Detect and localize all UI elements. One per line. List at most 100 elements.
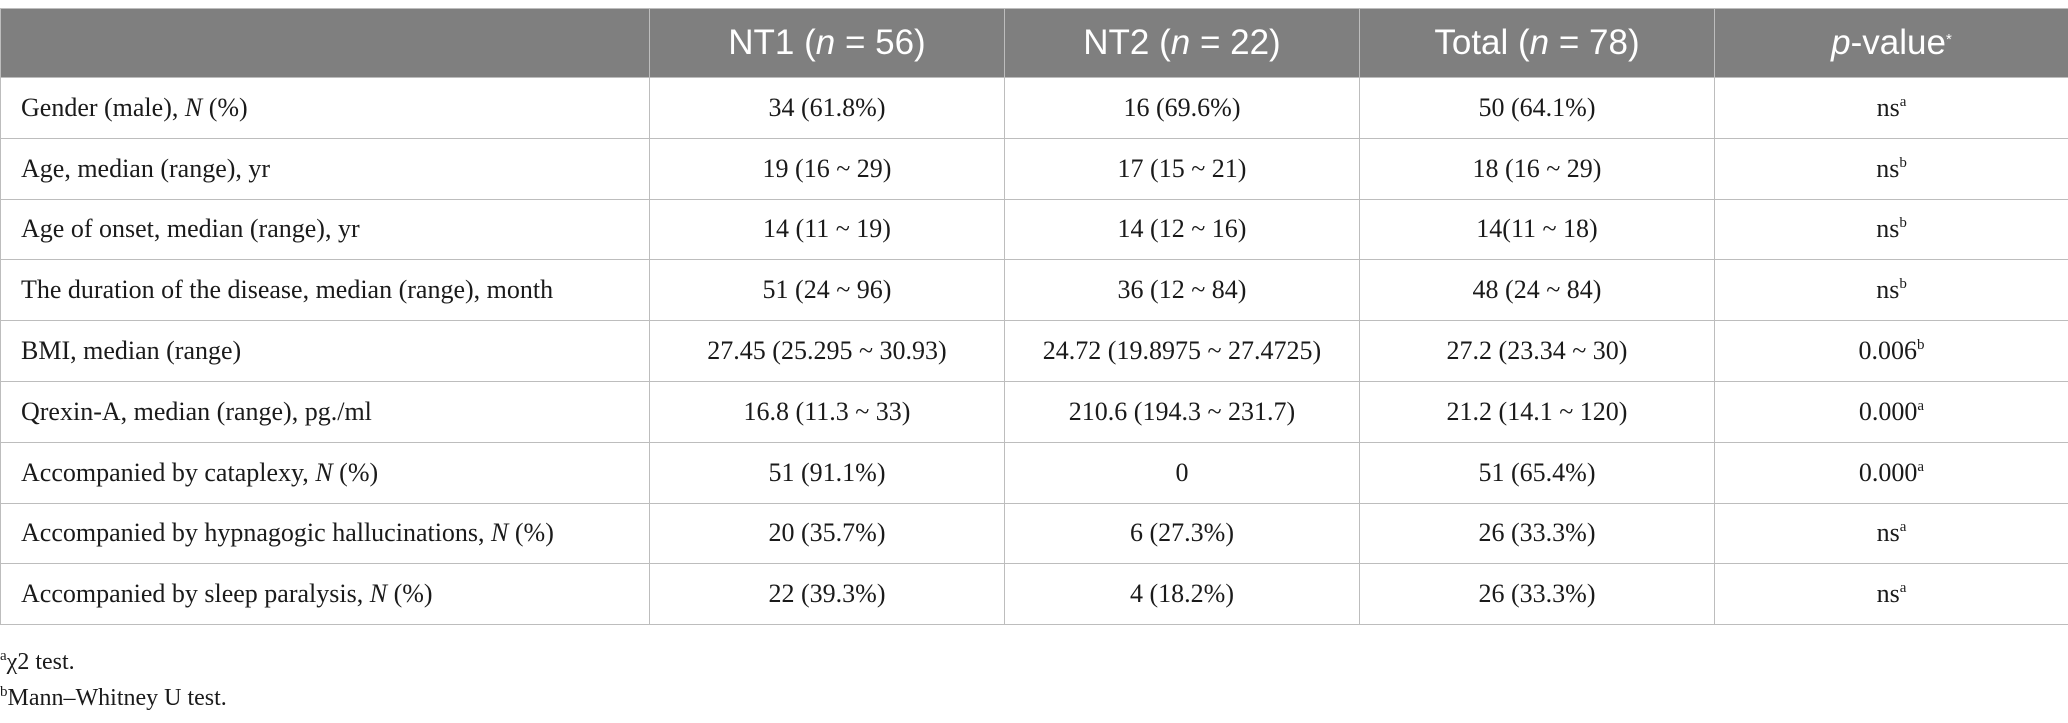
row-label-text: Qrexin-A, median (range), pg./ml bbox=[21, 396, 372, 426]
p-value-cell: nsa bbox=[1714, 77, 2068, 139]
column-header-p-value: p-value* bbox=[1714, 8, 2068, 78]
nt2-cell: 6 (27.3%) bbox=[1004, 502, 1360, 565]
table-footnotes: aχ2 test. bMann–Whitney U test. bbox=[0, 644, 227, 716]
row-label-text: (%) bbox=[508, 518, 554, 548]
p-value-footnote-marker: b bbox=[1917, 337, 1925, 354]
nt1-cell: 19 (16 ~ 29) bbox=[649, 137, 1005, 200]
header-text: = 22) bbox=[1190, 23, 1281, 62]
header-italic-symbol: n bbox=[1170, 23, 1191, 62]
row-label-italic: N bbox=[369, 579, 388, 609]
p-value-cell: nsb bbox=[1714, 198, 2068, 261]
row-label-text: Age of onset, median (range), yr bbox=[21, 214, 360, 244]
nt1-cell: 16.8 (11.3 ~ 33) bbox=[649, 380, 1005, 443]
p-value-cell: nsa bbox=[1714, 502, 2068, 565]
total-cell: 18 (16 ~ 29) bbox=[1359, 137, 1715, 200]
row-label-text: BMI, median (range) bbox=[21, 336, 242, 366]
nt2-cell: 17 (15 ~ 21) bbox=[1004, 137, 1360, 200]
row-label-text: The duration of the disease, median (ran… bbox=[21, 275, 554, 305]
p-value-text: 0.000 bbox=[1858, 457, 1918, 487]
table-row: Accompanied by hypnagogic hallucinations… bbox=[0, 502, 2068, 565]
nt1-cell: 27.45 (25.295 ~ 30.93) bbox=[649, 320, 1005, 382]
nt2-cell: 210.6 (194.3 ~ 231.7) bbox=[1004, 380, 1360, 443]
table-body: Gender (male), N (%) 34 (61.8%) 16 (69.6%)… bbox=[0, 77, 2068, 626]
table-row: Qrexin-A, median (range), pg./ml 16.8 (11… bbox=[0, 380, 2068, 443]
nt2-cell: 36 (12 ~ 84) bbox=[1004, 259, 1360, 322]
p-value-footnote-marker: a bbox=[1899, 519, 1907, 536]
row-label-cell: Accompanied by cataplexy, N (%) bbox=[0, 441, 650, 504]
nt2-cell: 0 bbox=[1004, 441, 1360, 504]
total-cell: 51 (65.4%) bbox=[1359, 441, 1715, 504]
p-value-text: ns bbox=[1876, 579, 1900, 609]
table-row: Age of onset, median (range), yr 14 (11 ~… bbox=[0, 198, 2068, 261]
row-label-cell: The duration of the disease, median (ran… bbox=[0, 259, 650, 322]
footnote: aχ2 test. bbox=[0, 644, 227, 680]
p-value-cell: nsb bbox=[1714, 259, 2068, 322]
p-value-text: ns bbox=[1876, 153, 1900, 183]
nt1-cell: 34 (61.8%) bbox=[649, 77, 1005, 139]
nt1-cell: 51 (91.1%) bbox=[649, 441, 1005, 504]
column-header-nt2: NT2 (n = 22) bbox=[1004, 8, 1360, 78]
p-value-text: 0.000 bbox=[1858, 396, 1918, 426]
nt2-cell: 24.72 (19.8975 ~ 27.4725) bbox=[1004, 320, 1360, 382]
row-label-cell: BMI, median (range) bbox=[0, 320, 650, 382]
p-value-footnote-marker: a bbox=[1917, 397, 1925, 414]
nt1-cell: 14 (11 ~ 19) bbox=[649, 198, 1005, 261]
table-header: NT1 (n = 56) NT2 (n = 22) Total (n = 78) p-… bbox=[0, 8, 2068, 78]
row-label-text: Gender (male), bbox=[21, 92, 185, 122]
p-value-cell: 0.000a bbox=[1714, 380, 2068, 443]
row-label-cell: Accompanied by sleep paralysis, N (%) bbox=[0, 563, 650, 626]
header-text: -value bbox=[1850, 23, 1946, 62]
p-value-footnote-marker: b bbox=[1899, 276, 1907, 293]
p-value-cell: nsb bbox=[1714, 137, 2068, 200]
p-value-footnote-marker: a bbox=[1917, 458, 1925, 475]
nt2-cell: 16 (69.6%) bbox=[1004, 77, 1360, 139]
footnote: bMann–Whitney U test. bbox=[0, 680, 227, 716]
row-label-text: Accompanied by hypnagogic hallucinations… bbox=[21, 518, 492, 548]
row-label-cell: Qrexin-A, median (range), pg./ml bbox=[0, 380, 650, 443]
row-label-italic: N bbox=[315, 457, 333, 487]
total-cell: 50 (64.1%) bbox=[1359, 77, 1715, 139]
header-text: = 78) bbox=[1549, 23, 1640, 62]
footnote-text: Mann–Whitney U test. bbox=[7, 685, 227, 711]
p-value-footnote-marker: a bbox=[1899, 93, 1907, 110]
total-cell: 21.2 (14.1 ~ 120) bbox=[1359, 380, 1715, 443]
total-cell: 14(11 ~ 18) bbox=[1359, 198, 1715, 261]
footnote-text: χ2 test. bbox=[6, 649, 75, 675]
row-label-text: Age, median (range), yr bbox=[21, 153, 271, 183]
table-row: Accompanied by cataplexy, N (%) 51 (91.1%… bbox=[0, 441, 2068, 504]
header-text: NT1 ( bbox=[728, 23, 816, 62]
row-label-italic: N bbox=[491, 518, 509, 548]
row-label-text: (%) bbox=[387, 579, 433, 609]
header-row: NT1 (n = 56) NT2 (n = 22) Total (n = 78) p-… bbox=[0, 8, 2068, 78]
p-value-footnote-marker: b bbox=[1899, 215, 1907, 232]
table-row: The duration of the disease, median (ran… bbox=[0, 259, 2068, 322]
nt1-cell: 22 (39.3%) bbox=[649, 563, 1005, 626]
table-row: Accompanied by sleep paralysis, N (%) 22 … bbox=[0, 563, 2068, 626]
header-text: = 56) bbox=[835, 23, 926, 62]
nt1-cell: 20 (35.7%) bbox=[649, 502, 1005, 565]
footnote-marker: a bbox=[0, 648, 7, 664]
total-cell: 26 (33.3%) bbox=[1359, 563, 1715, 626]
row-label-italic: N bbox=[184, 92, 203, 122]
row-label-cell: Age of onset, median (range), yr bbox=[0, 198, 650, 261]
p-value-text: ns bbox=[1876, 518, 1900, 548]
row-label-cell: Gender (male), N (%) bbox=[0, 77, 650, 139]
row-label-cell: Accompanied by hypnagogic hallucinations… bbox=[0, 502, 650, 565]
header-italic-symbol: p bbox=[1831, 23, 1851, 62]
p-value-cell: 0.006b bbox=[1714, 320, 2068, 382]
header-italic-symbol: n bbox=[1529, 23, 1550, 62]
table-row: Gender (male), N (%) 34 (61.8%) 16 (69.6%)… bbox=[0, 77, 2068, 139]
header-italic-symbol: n bbox=[815, 23, 836, 62]
total-cell: 26 (33.3%) bbox=[1359, 502, 1715, 565]
column-header-nt1: NT1 (n = 56) bbox=[649, 8, 1005, 78]
nt2-cell: 14 (12 ~ 16) bbox=[1004, 198, 1360, 261]
column-header-total: Total (n = 78) bbox=[1359, 8, 1715, 78]
p-value-text: ns bbox=[1876, 92, 1900, 122]
row-label-text: (%) bbox=[202, 92, 248, 122]
p-value-footnote-marker: b bbox=[1899, 154, 1907, 171]
row-label-text: Accompanied by sleep paralysis, bbox=[21, 579, 370, 609]
p-value-cell: nsa bbox=[1714, 563, 2068, 626]
row-label-text: Accompanied by cataplexy, bbox=[21, 457, 316, 487]
nt1-cell: 51 (24 ~ 96) bbox=[649, 259, 1005, 322]
p-value-text: ns bbox=[1876, 275, 1900, 305]
